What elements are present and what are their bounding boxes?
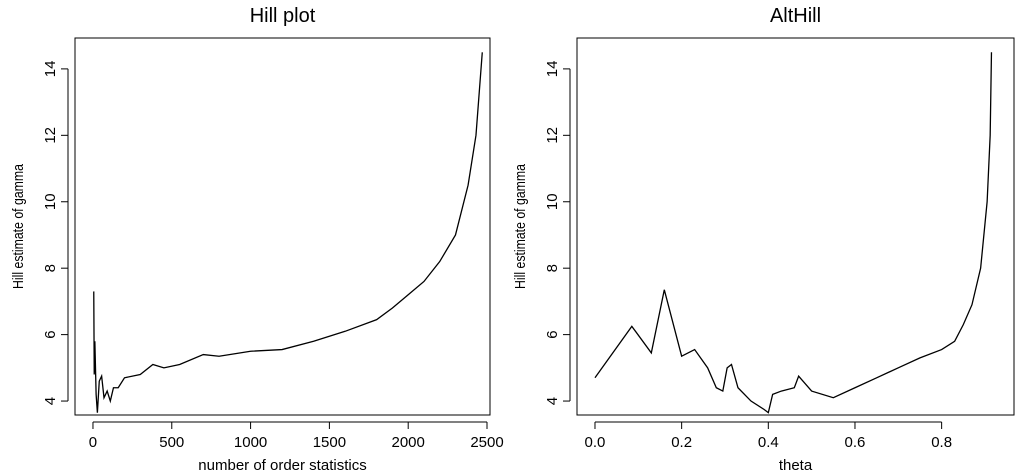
y-tick-label: 14	[544, 61, 561, 78]
y-tick-label: 8	[544, 264, 561, 272]
x-axis-label: number of order statistics	[198, 457, 366, 474]
y-tick-label: 6	[544, 330, 561, 338]
chart-title: AltHill	[770, 5, 821, 27]
x-tick-label: 500	[159, 434, 184, 451]
x-tick-label: 1000	[234, 434, 267, 451]
y-tick-label: 12	[42, 127, 59, 144]
y-tick-label: 14	[42, 61, 59, 78]
y-tick-label: 12	[544, 127, 561, 144]
x-axis-label: theta	[779, 457, 813, 474]
x-tick-label: 0	[89, 434, 97, 451]
x-tick-label: 1500	[313, 434, 346, 451]
y-axis-label: Hill estimate of gamma	[10, 164, 26, 289]
plot-box	[74, 37, 491, 416]
x-tick-label: 0.0	[585, 434, 606, 451]
y-tick-label: 10	[544, 193, 561, 210]
plot-box	[576, 37, 1015, 416]
y-tick-label: 4	[42, 397, 59, 405]
y-tick-label: 6	[42, 330, 59, 338]
data-line	[594, 52, 993, 414]
y-tick-label: 4	[544, 397, 561, 405]
chart-title: Hill plot	[250, 5, 316, 27]
y-tick-label: 10	[42, 193, 59, 210]
y-tick-label: 8	[42, 264, 59, 272]
x-tick-label: 2500	[470, 434, 503, 451]
data-line	[93, 52, 483, 413]
x-tick-label: 0.4	[758, 434, 779, 451]
x-tick-label: 2000	[392, 434, 425, 451]
x-tick-label: 0.2	[671, 434, 692, 451]
x-tick-label: 0.6	[845, 434, 866, 451]
x-tick-label: 0.8	[931, 434, 952, 451]
y-axis-label: Hill estimate of gamma	[512, 164, 528, 289]
